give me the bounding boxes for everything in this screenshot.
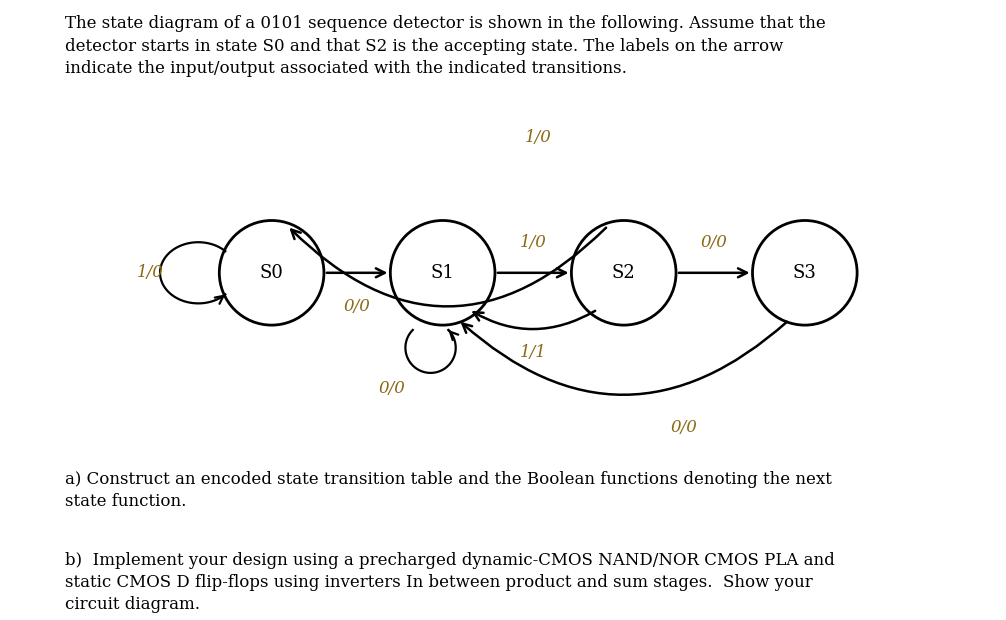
Text: 0/0: 0/0 <box>379 381 405 397</box>
Text: 0/0: 0/0 <box>671 419 697 436</box>
Text: 0/0: 0/0 <box>701 234 727 251</box>
Text: S0: S0 <box>260 264 284 282</box>
Text: b)  Implement your design using a precharged dynamic-CMOS NAND/NOR CMOS PLA and
: b) Implement your design using a prechar… <box>65 552 835 613</box>
Text: a) Construct an encoded state transition table and the Boolean functions denotin: a) Construct an encoded state transition… <box>65 471 832 510</box>
Text: 1/0: 1/0 <box>525 129 551 146</box>
Text: S2: S2 <box>612 264 636 282</box>
Text: S3: S3 <box>793 264 817 282</box>
Text: The state diagram of a 0101 sequence detector is shown in the following. Assume : The state diagram of a 0101 sequence det… <box>65 16 826 77</box>
Text: S1: S1 <box>431 264 455 282</box>
Text: 0/0: 0/0 <box>344 298 370 314</box>
Text: 1/0: 1/0 <box>520 234 546 251</box>
Text: 1/1: 1/1 <box>520 343 546 361</box>
Text: 1/0: 1/0 <box>137 264 164 281</box>
